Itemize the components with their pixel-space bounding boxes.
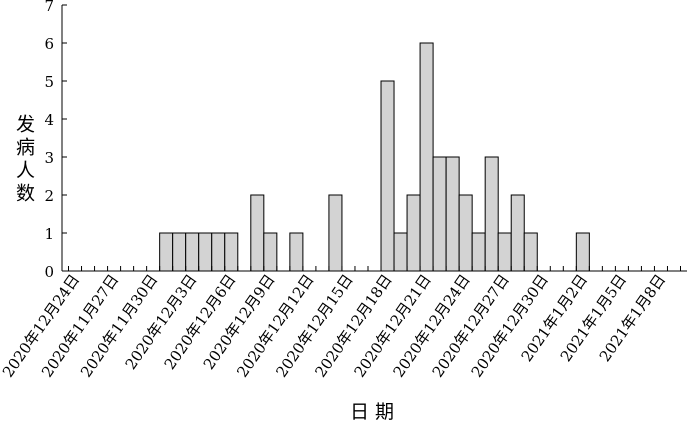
y-tick-label-6: 6: [44, 35, 54, 53]
bar-39: [575, 232, 590, 272]
bar-7: [159, 232, 174, 272]
bar-10: [198, 232, 213, 272]
bars-group: [159, 42, 590, 272]
bar-14: [250, 194, 265, 272]
bar-15: [263, 232, 278, 272]
bar-25: [393, 232, 408, 272]
x-axis-title: 日期: [350, 401, 400, 423]
bar-11: [211, 232, 226, 272]
bar-32: [484, 156, 499, 272]
y-tick-label-4: 4: [44, 111, 54, 129]
bar-30: [458, 194, 473, 272]
bar-28: [432, 156, 447, 272]
bar-35: [523, 232, 538, 272]
bar-27: [419, 42, 434, 272]
bar-34: [510, 194, 525, 272]
bar-29: [445, 156, 460, 272]
y-tick-label-1: 1: [44, 225, 54, 243]
y-tick-label-5: 5: [44, 73, 54, 91]
x-ticks-group: 2020年12月24日2020年11月27日2020年11月30日2020年12…: [0, 266, 681, 381]
bar-17: [289, 232, 304, 272]
bar-12: [224, 232, 239, 272]
y-tick-label-3: 3: [44, 149, 54, 167]
y-tick-label-2: 2: [44, 187, 54, 205]
y-tick-label-7: 7: [44, 0, 54, 15]
axes-group: [61, 5, 687, 272]
y-tick-label-0: 0: [44, 263, 54, 281]
bar-33: [497, 232, 512, 272]
bar-24: [380, 80, 395, 272]
bar-31: [471, 232, 486, 272]
y-ticks-group: 0 1 2 3 4 5 6 7: [44, 0, 67, 281]
bar-20: [328, 194, 343, 272]
bar-8: [172, 232, 187, 272]
y-axis-title: 发病人数: [13, 114, 35, 206]
bar-26: [406, 194, 421, 272]
bar-9: [185, 232, 200, 272]
